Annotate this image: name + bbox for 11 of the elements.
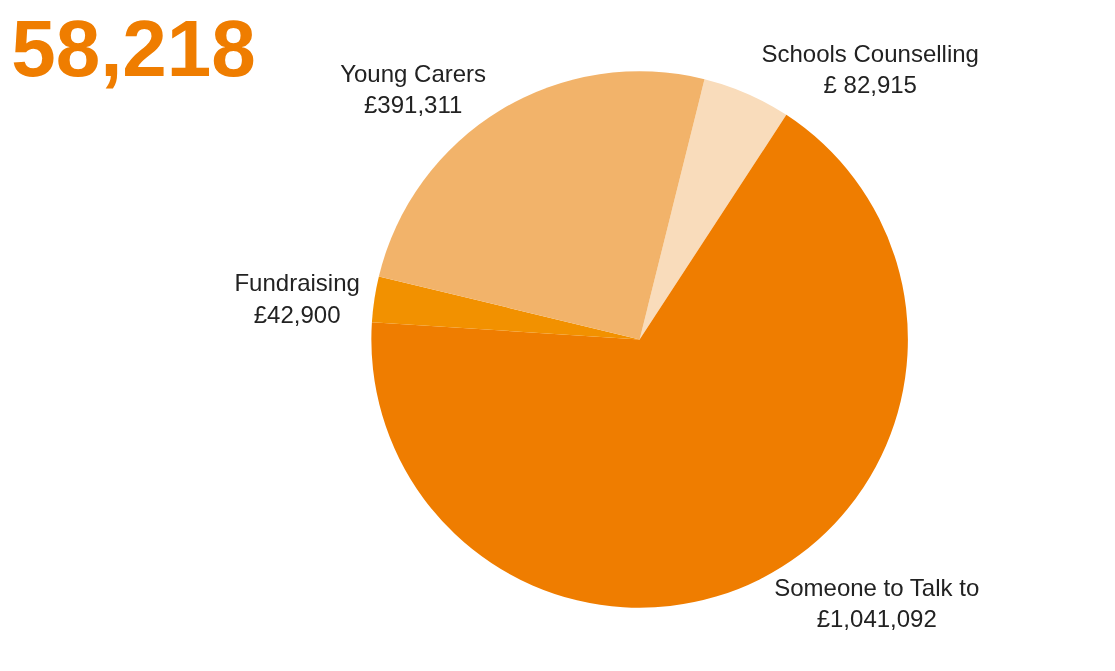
data-label: £1,041,092 (816, 604, 937, 632)
pie-slice (639, 79, 787, 340)
data-label: £42,900 (253, 300, 341, 328)
slice-label: Fundraising (234, 269, 360, 297)
slice-label: Schools Counselling (761, 40, 979, 68)
data-label: £ 82,915 (823, 71, 917, 99)
pie-slice (371, 114, 908, 608)
data-label: £391,311 (363, 90, 463, 118)
slice-label: Someone to Talk to (774, 573, 980, 601)
chart-title: 58,218 (11, 4, 256, 94)
slice-label: Young Carers (340, 59, 487, 87)
